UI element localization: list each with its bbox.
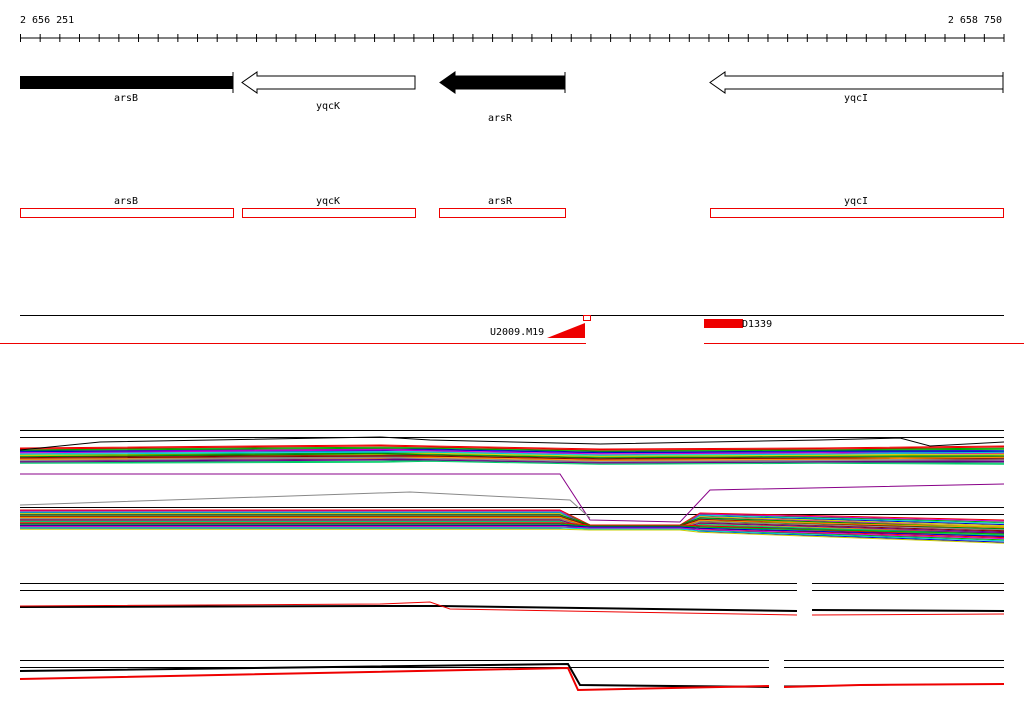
feature-marker (583, 315, 591, 321)
ruler-start: 2 656 251 (20, 15, 74, 26)
gene-label: arsB (114, 93, 138, 104)
trace (20, 527, 1005, 542)
trace (19, 460, 1005, 465)
gene-label: arsR (488, 113, 513, 124)
trace (19, 436, 1005, 451)
traces (19, 430, 1005, 692)
trace (19, 459, 1004, 464)
trace (783, 683, 1005, 688)
trace (20, 523, 1005, 535)
trace (19, 453, 1004, 459)
annotation-label: yqcI (844, 196, 868, 207)
gene-arrow (241, 71, 416, 94)
trace (19, 601, 798, 616)
trace (811, 613, 1005, 616)
gene-arrow (20, 76, 233, 89)
trace (20, 522, 1005, 538)
annotation-label: yqcK (316, 196, 340, 207)
annotation-box (710, 208, 1004, 218)
trace (19, 666, 770, 692)
trace (19, 662, 770, 688)
trace (20, 524, 1005, 537)
trace (19, 451, 1005, 456)
trace (20, 473, 1005, 523)
annotation-box (439, 208, 566, 218)
trace (19, 491, 591, 519)
trace (19, 444, 1005, 450)
trace (19, 447, 1005, 452)
annotation-label: arsR (488, 196, 513, 207)
trace (19, 455, 1005, 460)
annotation-label: arsB (114, 196, 138, 207)
feature-shape (547, 323, 585, 338)
annotation-box (242, 208, 416, 218)
feature-shape (704, 319, 743, 328)
trace (811, 609, 1005, 612)
trace (20, 526, 1005, 540)
ruler-ticks (20, 34, 1005, 42)
gene-label: yqcI (844, 93, 868, 104)
ruler-end: 2 658 750 (948, 15, 1002, 26)
gene-label: yqcK (316, 101, 340, 112)
gene-arrow (439, 71, 566, 94)
feature-label: D1339 (742, 319, 772, 330)
trace (19, 449, 1005, 455)
trace (19, 605, 798, 612)
feature-label: U2009.M19 (490, 327, 544, 338)
trace (19, 457, 1005, 463)
trace (19, 445, 1005, 451)
gene-arrow (709, 71, 1004, 94)
trace (20, 528, 1005, 544)
annotation-box (20, 208, 234, 218)
